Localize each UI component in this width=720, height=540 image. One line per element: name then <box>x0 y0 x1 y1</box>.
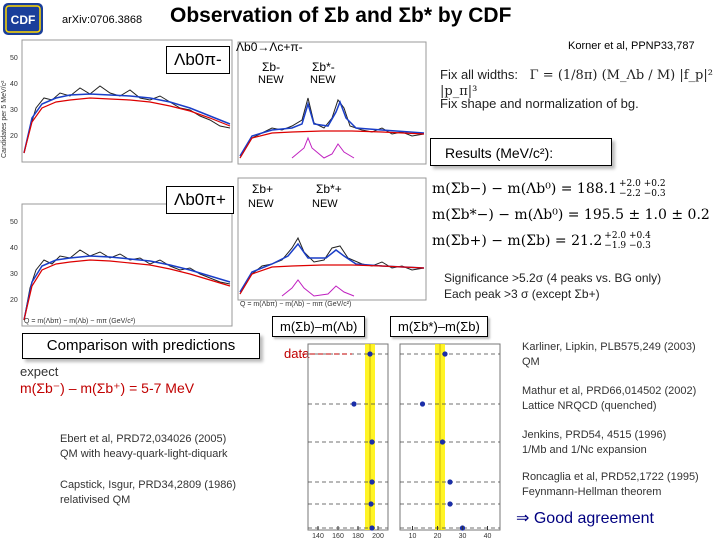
logo-text: CDF <box>11 13 36 27</box>
sigma-peak-plots: Q = m(Λbπ) − m(Λb) − mπ (GeV/c²) <box>237 41 427 308</box>
bottom-left-plot-frame <box>21 203 233 327</box>
significance-text: Significance >5.2σ (4 peaks vs. BG only)… <box>444 271 662 301</box>
ref-jenkins: Jenkins, PRD54, 4515 (1996) 1/Mb and 1/Nc… <box>522 429 667 456</box>
results-equations: m(Σb−) − m(Λb⁰) = 188.1 +2.0 +0.2 −2.2 −0… <box>432 176 710 254</box>
panel-frame <box>307 343 389 531</box>
panel-frame <box>399 343 501 531</box>
bottom-mid-background <box>239 264 425 295</box>
svg-text:40: 40 <box>10 245 18 252</box>
prediction-point <box>447 501 453 507</box>
top-left-fit <box>23 93 231 154</box>
ref-karliner: Karliner, Lipkin, PLB575,249 (2003) QM <box>522 341 696 368</box>
top-mid-fit <box>239 99 425 157</box>
width-formula: Γ = (1/8π) (M_Λb / M) |f_p|² |p_π|³ <box>440 68 713 99</box>
comparison-title: Comparison with predictions <box>22 333 260 359</box>
new-badge: NEW <box>258 74 284 86</box>
bottom-mid-fit <box>239 242 425 293</box>
prediction-point <box>442 351 448 357</box>
result-row: m(Σb*−) − m(Λb⁰) = 195.5 ± 1.0 ± 0.2 <box>432 207 710 223</box>
data-label: data <box>284 346 310 361</box>
x-tick-label: 40 <box>484 533 492 540</box>
prediction-point <box>439 439 446 445</box>
result-row: m(Σb+) − m(Σb) = 21.2 +2.0 +0.4 −1.9 −0.3 <box>432 231 651 251</box>
x-tick-label: 200 <box>372 533 384 540</box>
prediction-point <box>369 479 375 485</box>
svg-text:50: 50 <box>10 55 18 62</box>
ref-ebert: Ebert et al, PRD72,034026 (2005) QM with … <box>60 433 228 460</box>
svg-text:20: 20 <box>10 297 18 304</box>
prediction-point <box>369 525 375 531</box>
page-title: Observation of Σb and Σb* by CDF <box>170 4 512 27</box>
svg-text:50: 50 <box>10 219 18 226</box>
svg-text:30: 30 <box>10 271 18 278</box>
conclusion: ⇒ Good agreement <box>516 510 654 527</box>
lambda-pi-plus-label: Λb0π+ <box>166 186 234 214</box>
new-badge: NEW <box>310 74 336 86</box>
result-row: m(Σb−) − m(Λb⁰) = 188.1 +2.0 +0.2 −2.2 −0… <box>432 179 666 199</box>
prediction-point <box>369 439 375 445</box>
fix-widths-text: Fix all widths: Γ = (1/8π) (M_Λb / M) |f… <box>440 67 713 99</box>
svg-text:20: 20 <box>10 133 18 140</box>
col1-header: m(Σb)–m(Λb) <box>272 316 366 337</box>
ref-mathur: Mathur et al, PRD66,014502 (2002) Lattice… <box>522 385 697 412</box>
bottom-left-background <box>23 259 231 321</box>
expect-label: expect <box>20 364 59 379</box>
top-right-plot-frame <box>237 41 427 165</box>
x-tick-label: 20 <box>434 533 442 540</box>
top-left-background <box>23 97 231 154</box>
bottom-mid-signal <box>281 279 355 297</box>
prediction-comparison-chart: 140 160 180 200 10 20 30 40 <box>300 343 501 540</box>
lambda-pi-minus-label: Λb0π- <box>166 46 230 74</box>
svg-text:30: 30 <box>10 107 18 114</box>
lambda-pi-plots: 50 40 30 20 50 40 30 20 Candidates per 5 MeV/c… <box>1 39 233 327</box>
korner-reference: Korner et al, PPNP33,787 <box>568 40 695 52</box>
fix-shape-text: Fix shape and normalization of bg. <box>440 96 639 111</box>
x-axis-label-right: Q = m(Λbπ) − m(Λb) − mπ (GeV/c²) <box>240 301 351 308</box>
sigma-star-minus-label: Σb*- <box>312 60 335 74</box>
cdf-logo: CDF <box>3 3 43 35</box>
sigma-star-plus-label: Σb*+ <box>316 182 342 196</box>
prediction-point <box>447 479 453 485</box>
svg-text:40: 40 <box>10 81 18 88</box>
sigma-plus-label: Σb+ <box>252 182 274 196</box>
x-axis-label-left: Q = m(Λbπ) − m(Λb) − mπ (GeV/c²) <box>24 318 135 325</box>
y-axis-label: Candidates per 5 MeV/c² <box>1 80 8 158</box>
prediction-point <box>351 401 357 407</box>
x-tick-label: 30 <box>459 533 467 540</box>
new-badge: NEW <box>248 198 274 210</box>
panel-sigma-lambda: 140 160 180 200 <box>300 343 389 540</box>
results-title: Results (MeV/c²): <box>430 138 612 166</box>
prediction-point <box>419 401 426 407</box>
new-badge: NEW <box>312 198 338 210</box>
top-mid-signal <box>291 136 355 159</box>
arxiv-id: arXiv:0706.3868 <box>62 14 143 26</box>
x-tick-label: 140 <box>312 533 324 540</box>
prediction-point <box>368 501 374 507</box>
expect-value: m(Σb⁻) – m(Σb⁺) = 5-7 MeV <box>20 380 195 396</box>
ref-roncaglia: Roncaglia et al, PRD52,1722 (1995) Feynma… <box>522 471 699 498</box>
panel-sigmastar-sigma: 10 20 30 40 <box>399 343 501 540</box>
prediction-point <box>367 351 373 357</box>
bottom-right-plot-frame <box>237 177 427 301</box>
decay-label: Λb0→Λc+π- <box>236 40 303 54</box>
x-tick-label: 180 <box>352 533 364 540</box>
sigma-minus-label: Σb- <box>262 60 281 74</box>
x-tick-label: 160 <box>332 533 344 540</box>
col2-header: m(Σb*)–m(Σb) <box>390 316 488 337</box>
top-mid-background <box>239 130 425 159</box>
ref-capstick: Capstick, Isgur, PRD34,2809 (1986) relati… <box>60 479 237 506</box>
bottom-left-fit <box>23 255 231 321</box>
x-tick-label: 10 <box>409 533 417 540</box>
